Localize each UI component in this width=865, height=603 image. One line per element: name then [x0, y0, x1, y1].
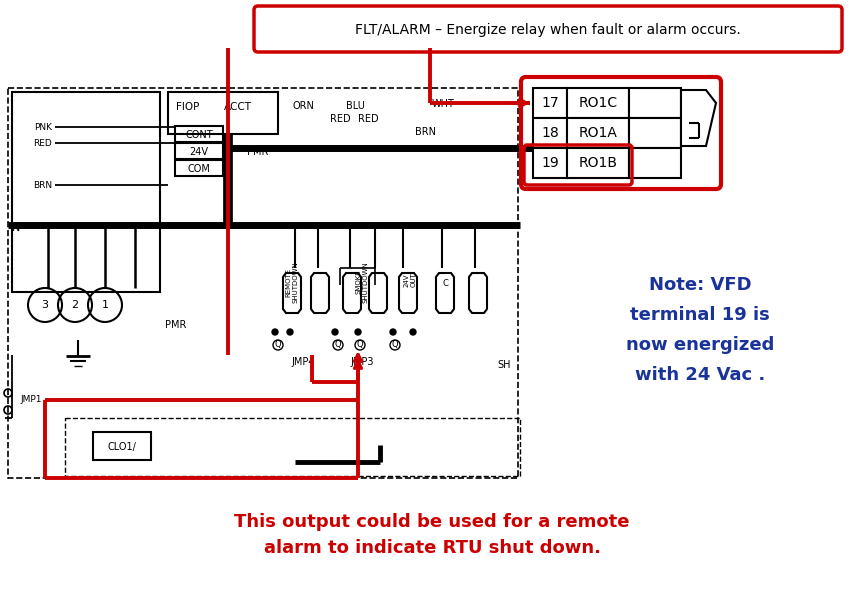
Bar [567, 88, 629, 118]
Text: COM: COM [188, 164, 210, 174]
Circle shape [410, 329, 416, 335]
Text: RED: RED [33, 139, 52, 148]
Circle shape [390, 329, 396, 335]
Text: PMR: PMR [247, 147, 268, 157]
Text: 24V
OUT: 24V OUT [403, 273, 417, 288]
Text: Q: Q [356, 341, 363, 350]
Bar [629, 88, 681, 118]
Bar [629, 118, 681, 148]
Polygon shape [681, 90, 716, 146]
Text: SH: SH [497, 360, 510, 370]
Text: 18: 18 [541, 126, 559, 140]
Text: with 24 Vac .: with 24 Vac . [635, 366, 766, 384]
Text: BRN: BRN [414, 127, 435, 137]
Text: ACCT: ACCT [224, 102, 252, 112]
Bar [533, 118, 567, 148]
Text: PMR: PMR [165, 320, 186, 330]
Bar [168, 92, 278, 134]
Text: 19: 19 [541, 156, 559, 170]
Text: Q: Q [392, 341, 398, 350]
Bar [567, 118, 629, 148]
Text: RED: RED [358, 114, 378, 124]
Text: WHT: WHT [432, 99, 454, 109]
Text: 1: 1 [101, 300, 108, 310]
Text: RO1B: RO1B [579, 156, 618, 170]
Text: 17: 17 [541, 96, 559, 110]
Text: 24V: 24V [189, 147, 208, 157]
Text: ORN: ORN [292, 101, 314, 111]
Bar [65, 418, 520, 476]
Text: RED: RED [330, 114, 350, 124]
Bar [175, 160, 223, 176]
Circle shape [272, 329, 278, 335]
Text: C: C [442, 279, 448, 288]
Text: BLU: BLU [345, 101, 364, 111]
Text: REMOTE
SHUTDOWN: REMOTE SHUTDOWN [285, 261, 298, 303]
Text: 3: 3 [42, 300, 48, 310]
Bar [12, 92, 160, 292]
Circle shape [355, 329, 361, 335]
Text: BRN: BRN [33, 180, 52, 189]
Text: CONT: CONT [185, 130, 213, 140]
Circle shape [332, 329, 338, 335]
Text: JMP1: JMP1 [20, 396, 42, 405]
Text: FLT/ALARM – Energize relay when fault or alarm occurs.: FLT/ALARM – Energize relay when fault or… [356, 23, 741, 37]
Text: This output could be used for a remote: This output could be used for a remote [234, 513, 630, 531]
Bar [93, 432, 151, 460]
Text: CLO1/: CLO1/ [107, 442, 137, 452]
Text: JMP3: JMP3 [350, 357, 374, 367]
Bar [8, 88, 518, 478]
Text: RO1A: RO1A [579, 126, 618, 140]
Text: RO1C: RO1C [579, 96, 618, 110]
Text: FIOP: FIOP [176, 102, 200, 112]
Text: 2: 2 [72, 300, 79, 310]
Text: Q: Q [335, 341, 342, 350]
Text: Note: VFD: Note: VFD [649, 276, 752, 294]
Text: JMP4: JMP4 [292, 357, 315, 367]
Bar [175, 143, 223, 159]
Text: alarm to indicate RTU shut down.: alarm to indicate RTU shut down. [264, 539, 600, 557]
Text: now energized: now energized [625, 336, 774, 354]
Text: SMOKE
SHUTDOWN: SMOKE SHUTDOWN [356, 261, 368, 303]
Bar [567, 148, 629, 178]
Text: N: N [12, 223, 21, 233]
Text: PNK: PNK [34, 122, 52, 131]
Text: Q: Q [275, 341, 281, 350]
Circle shape [287, 329, 293, 335]
Bar [533, 88, 567, 118]
Bar [533, 148, 567, 178]
Text: terminal 19 is: terminal 19 is [630, 306, 770, 324]
FancyBboxPatch shape [254, 6, 842, 52]
Bar [175, 126, 223, 142]
Bar [629, 148, 681, 178]
